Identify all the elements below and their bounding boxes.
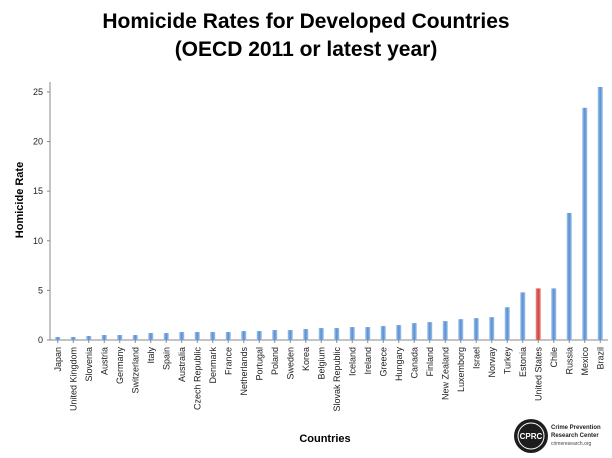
axes [47, 82, 608, 343]
bar-estonia [520, 292, 526, 340]
y-tick-label: 5 [38, 285, 43, 295]
y-tick-label: 25 [33, 87, 43, 97]
bar-portugal [256, 331, 262, 340]
x-tick-label: United States [533, 347, 543, 402]
x-tick-label: France [223, 347, 233, 375]
bar-russia [566, 212, 572, 340]
x-tick-label: Belgium [316, 347, 326, 380]
bar-new-zealand [442, 321, 448, 340]
logo-circle [514, 419, 548, 453]
bar-slovak-republic [334, 328, 340, 340]
bar-czech-republic [194, 332, 200, 340]
x-tick-label: Russia [564, 347, 574, 375]
bar-brazil [597, 86, 603, 340]
x-tick-label: Czech Republic [192, 347, 202, 411]
chart-title: Homicide Rates for Developed Countries [102, 10, 510, 33]
y-tick-labels: 0 5 10 15 20 25 [33, 87, 43, 345]
x-tick-label: United Kingdom [68, 347, 78, 411]
bar-spain [163, 333, 169, 340]
x-tick-label: Spain [161, 347, 171, 370]
bar-hungary [396, 325, 402, 340]
y-tick-label: 15 [33, 186, 43, 196]
bar-united-states [535, 288, 541, 340]
x-tick-label: Mexico [580, 347, 590, 376]
x-tick-label: Korea [301, 347, 311, 371]
x-tick-label: Canada [409, 347, 419, 379]
x-tick-label: Japan [53, 347, 63, 372]
bar-canada [411, 323, 417, 340]
bar-norway [489, 317, 495, 340]
bar-ireland [365, 327, 371, 340]
bar-belgium [318, 328, 324, 340]
x-tick-label: Netherlands [239, 347, 249, 396]
bar-luxemborg [458, 319, 464, 340]
x-tick-label: Austria [99, 347, 109, 375]
bar-poland [272, 330, 278, 340]
y-axis-label: Homicide Rate [14, 162, 26, 238]
bar-germany [117, 335, 123, 340]
y-tick-label: 0 [38, 335, 43, 345]
bar-switzerland [132, 335, 138, 340]
logo-line2: Research Center [551, 433, 599, 439]
x-tick-label: Finland [425, 347, 435, 377]
bars [55, 86, 603, 340]
bar-korea [303, 329, 309, 340]
x-tick-label: Italy [146, 347, 156, 364]
bar-austria [101, 335, 107, 340]
bar-finland [427, 322, 433, 340]
bar-denmark [210, 332, 216, 340]
x-tick-label: Iceland [347, 347, 357, 376]
x-tick-label: Australia [177, 347, 187, 382]
x-tick-label: Greece [378, 347, 388, 377]
x-tick-label: Israel [471, 347, 481, 369]
x-tick-label: Slovenia [84, 347, 94, 382]
bar-sweden [287, 330, 293, 340]
y-tick-label: 10 [33, 236, 43, 246]
x-tick-label: Slovak Republic [332, 347, 342, 412]
x-tick-label: Switzerland [130, 347, 140, 394]
bar-netherlands [241, 331, 247, 340]
bar-chile [551, 288, 557, 340]
x-tick-label: Hungary [394, 347, 404, 382]
x-tick-label: Denmark [208, 347, 218, 384]
bar-israel [473, 318, 479, 340]
x-tick-label: Luxemborg [456, 347, 466, 392]
x-tick-label: Estonia [518, 347, 528, 377]
chart-subtitle: (OECD 2011 or latest year) [174, 38, 438, 61]
bar-japan [55, 337, 61, 340]
logo-url: crimeresearch.org [551, 441, 592, 447]
x-tick-label: New Zealand [440, 347, 450, 400]
bar-italy [148, 333, 154, 340]
cprc-logo: CPRC Crime Prevention Research Center cr… [514, 419, 601, 453]
x-tick-label: Sweden [285, 347, 295, 380]
x-tick-label: Brazil [595, 347, 605, 370]
x-tick-label: Germany [115, 347, 125, 385]
bar-slovenia [86, 336, 92, 340]
bar-greece [380, 326, 386, 340]
bar-mexico [582, 107, 588, 340]
x-tick-label: Ireland [363, 347, 373, 375]
x-tick-label: Turkey [502, 347, 512, 375]
logo-initials: CPRC [520, 432, 543, 441]
bar-united-kingdom [70, 337, 76, 340]
y-tick-label: 20 [33, 137, 43, 147]
logo-ring [517, 422, 545, 450]
x-axis-label: Countries [299, 433, 350, 445]
bar-france [225, 332, 231, 340]
x-tick-label: Portugal [254, 347, 264, 381]
bar-australia [179, 332, 185, 340]
x-tick-labels: Japan United Kingdom Slovenia Austria German… [53, 347, 606, 412]
x-tick-label: Poland [270, 347, 280, 375]
x-tick-label: Chile [549, 347, 559, 368]
logo-line1: Crime Prevention [551, 425, 601, 431]
bar-turkey [504, 307, 510, 340]
x-tick-label: Norway [487, 347, 497, 378]
bar-iceland [349, 327, 355, 340]
